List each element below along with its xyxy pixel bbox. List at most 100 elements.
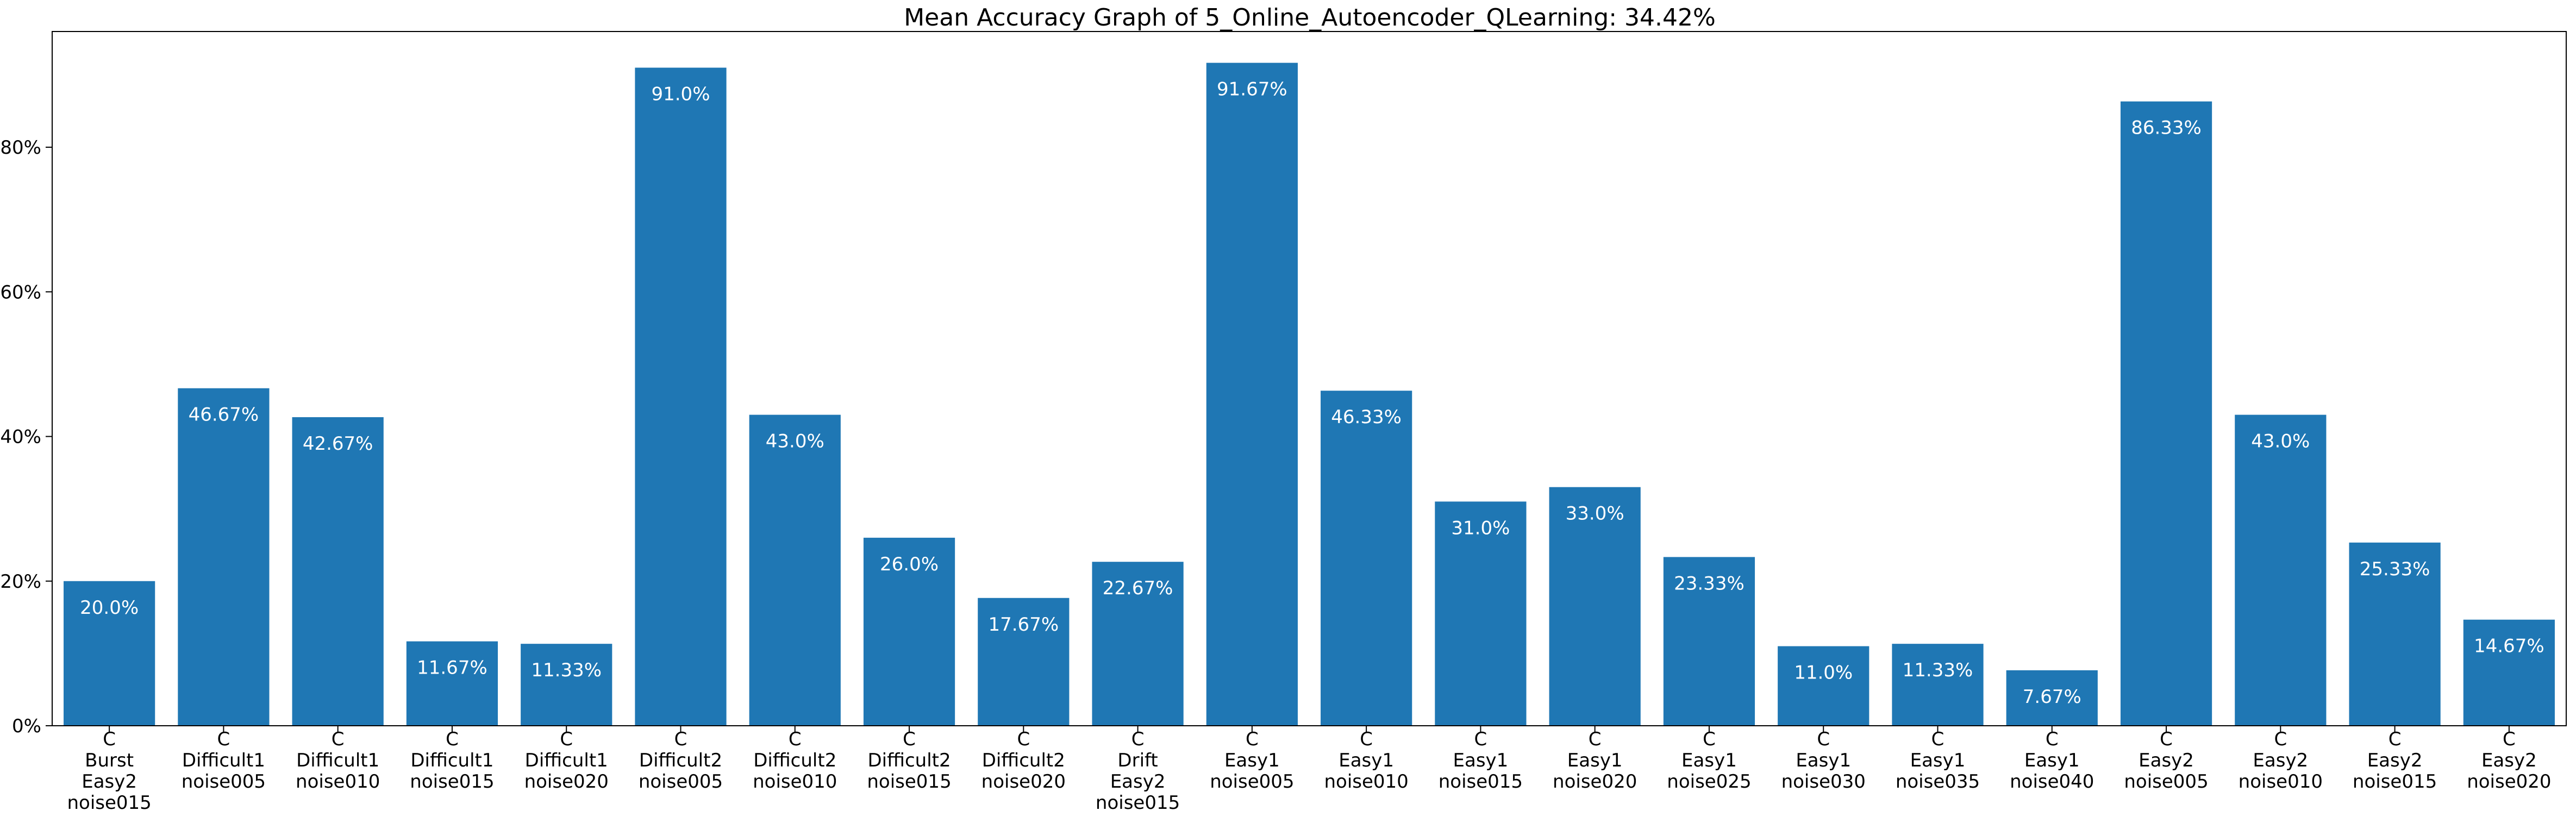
x-tick-label-line: noise025 [1667, 771, 1751, 793]
bar-15 [1778, 646, 1870, 726]
x-tick-label-line: noise015 [1096, 792, 1180, 814]
x-tick-label-line: noise015 [2353, 771, 2437, 793]
x-tick-label-3: C Difficult1 noise015 [410, 728, 494, 793]
x-tick-label-line: C [103, 728, 116, 750]
x-tick-label-18: C Easy2 noise005 [2124, 728, 2208, 793]
bar-value-label-0: 20.0% [80, 597, 139, 619]
x-tick-label-line: noise005 [1210, 771, 1294, 793]
x-tick-label-line: noise010 [1324, 771, 1408, 793]
bar-18 [2120, 101, 2212, 726]
x-tick-label-line: C [1017, 728, 1030, 750]
bar-19 [2235, 414, 2327, 726]
bar-value-label-15: 11.0% [1794, 662, 1853, 684]
x-tick-label-line: Easy2 [2139, 750, 2194, 771]
bar-value-label-10: 91.67% [1217, 79, 1287, 100]
bar-20 [2349, 542, 2441, 726]
x-tick-label-line: C [2160, 728, 2173, 750]
y-tick-label-3: 60% [0, 281, 41, 303]
bar-8 [978, 598, 1070, 726]
x-tick-label-line: Difficult1 [525, 750, 608, 771]
x-tick-label-line: C [446, 728, 459, 750]
x-tick-label-14: C Easy1 noise025 [1667, 728, 1751, 793]
bar-17 [2006, 670, 2098, 726]
x-tick-label-line: Easy2 [2367, 750, 2423, 771]
bar-5 [635, 67, 727, 726]
x-tick-label-line: Easy2 [1110, 771, 1166, 793]
x-tick-label-line: C [332, 728, 345, 750]
x-tick-label-line: C [1474, 728, 1487, 750]
x-tick-label-7: C Difficult2 noise015 [867, 728, 951, 793]
x-tick-label-line: C [560, 728, 573, 750]
bar-value-label-21: 14.67% [2474, 636, 2544, 657]
bar-16 [1892, 644, 1984, 726]
x-tick-label-line: C [2046, 728, 2059, 750]
x-tick-label-19: C Easy2 noise010 [2239, 728, 2323, 793]
bar-value-label-20: 25.33% [2360, 558, 2430, 580]
y-axis: 0% 20% 40% 60% 80% [0, 137, 52, 737]
x-tick-label-15: C Easy1 noise030 [1781, 728, 1866, 793]
bar-4 [521, 644, 612, 726]
bars-layer [64, 62, 2555, 726]
x-tick-label-line: Easy1 [1681, 750, 1737, 771]
x-tick-label-line: noise010 [753, 771, 837, 793]
bar-21 [2463, 619, 2555, 726]
x-tick-label-line: Easy1 [1910, 750, 1966, 771]
x-tick-label-line: Easy1 [2024, 750, 2080, 771]
x-tick-label-line: noise020 [981, 771, 1066, 793]
bar-value-label-16: 11.33% [1903, 659, 1973, 681]
x-tick-label-line: Easy2 [2253, 750, 2308, 771]
x-tick-label-line: Easy1 [1224, 750, 1280, 771]
x-tick-label-line: Difficult2 [753, 750, 836, 771]
x-tick-label-line: C [1703, 728, 1716, 750]
bar-value-label-4: 11.33% [531, 659, 602, 681]
x-tick-label-line: C [1589, 728, 1602, 750]
bar-value-label-18: 86.33% [2131, 117, 2202, 139]
x-tick-label-line: noise015 [67, 792, 151, 814]
bar-10 [1206, 62, 1298, 726]
x-tick-label-line: C [1817, 728, 1830, 750]
bar-value-label-11: 46.33% [1331, 406, 1402, 428]
x-tick-label-1: C Difficult1 noise005 [182, 728, 266, 793]
bar-1 [178, 388, 270, 726]
x-tick-label-line: noise015 [1439, 771, 1523, 793]
x-tick-label-line: Easy1 [1453, 750, 1509, 771]
x-tick-label-line: noise005 [2124, 771, 2208, 793]
x-tick-label-21: C Easy2 noise020 [2467, 728, 2551, 793]
x-tick-label-line: Difficult1 [182, 750, 265, 771]
chart-title: Mean Accuracy Graph of 5_Online_Autoenco… [904, 4, 1716, 32]
bar-value-label-2: 42.67% [303, 433, 373, 455]
x-tick-label-line: Difficult1 [296, 750, 379, 771]
x-tick-label-4: C Difficult1 noise020 [524, 728, 609, 793]
x-tick-label-line: Easy1 [1339, 750, 1394, 771]
x-tick-label-line: noise040 [2010, 771, 2094, 793]
x-tick-label-line: noise010 [2239, 771, 2323, 793]
x-tick-label-line: Difficult2 [982, 750, 1065, 771]
x-tick-label-line: C [1360, 728, 1373, 750]
x-tick-label-line: C [2389, 728, 2402, 750]
x-tick-label-line: noise035 [1896, 771, 1980, 793]
x-tick-label-line: noise005 [639, 771, 723, 793]
bar-0 [64, 581, 155, 726]
x-tick-label-line: noise010 [296, 771, 380, 793]
bar-11 [1321, 391, 1412, 726]
bar-9 [1092, 562, 1184, 726]
x-tick-label-8: C Difficult2 noise020 [981, 728, 1066, 793]
x-tick-label-line: noise020 [524, 771, 609, 793]
bar-value-label-1: 46.67% [189, 404, 259, 426]
x-tick-label-line: C [217, 728, 230, 750]
bar-value-label-17: 7.67% [2023, 686, 2081, 708]
x-tick-label-line: noise005 [182, 771, 266, 793]
x-tick-label-13: C Easy1 noise020 [1553, 728, 1637, 793]
x-tick-label-line: noise030 [1781, 771, 1866, 793]
x-tick-label-line: noise015 [410, 771, 494, 793]
x-tick-label-line: C [789, 728, 802, 750]
bar-7 [863, 537, 955, 726]
y-tick-label-1: 20% [0, 571, 41, 593]
x-tick-label-line: C [2503, 728, 2516, 750]
x-tick-label-line: C [1931, 728, 1944, 750]
x-tick-label-20: C Easy2 noise015 [2353, 728, 2437, 793]
y-tick-label-2: 40% [0, 426, 41, 448]
bar-value-label-19: 43.0% [2251, 431, 2310, 453]
